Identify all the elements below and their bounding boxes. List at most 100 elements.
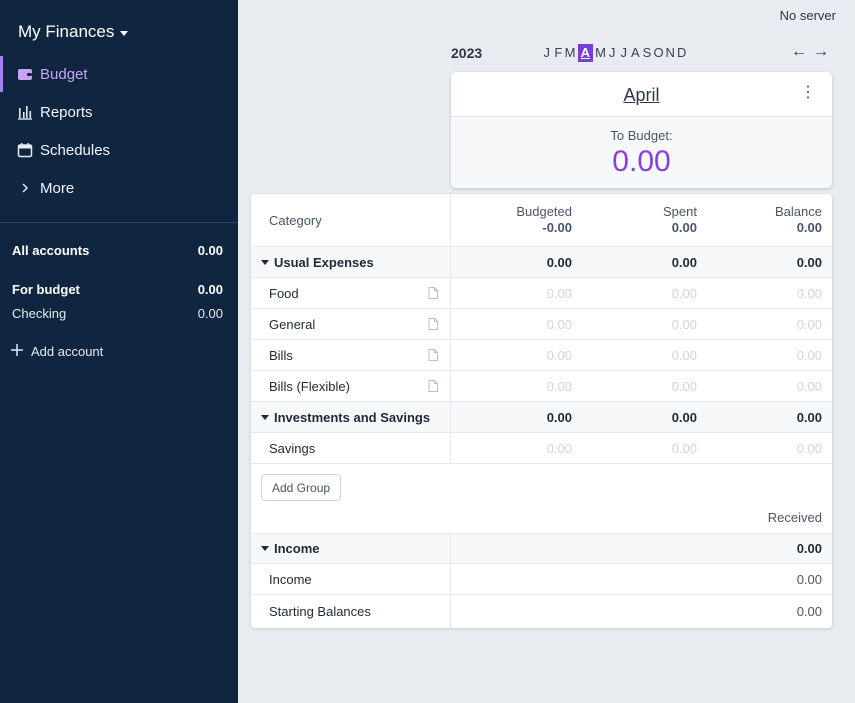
category-name-cell[interactable]: Income (251, 564, 451, 594)
sidebar-item-label: Budget (40, 65, 88, 83)
add-group-button[interactable]: Add Group (261, 474, 342, 501)
group-row-investments-and-savings[interactable]: Investments and Savings 0.00 0.00 0.00 (251, 402, 832, 433)
note-icon[interactable] (428, 287, 438, 299)
category-name: Income (269, 571, 312, 587)
category-name-cell[interactable]: Bills (Flexible) (251, 371, 451, 401)
for-budget-label: For budget (12, 282, 80, 297)
wallet-icon (17, 66, 33, 82)
group-spent: 0.00 (671, 409, 697, 425)
category-name: Savings (269, 440, 316, 456)
category-name-cell[interactable]: Starting Balances (251, 595, 451, 628)
sidebar-item-reports[interactable]: Reports (0, 93, 238, 131)
for-budget-balance: 0.00 (197, 282, 223, 297)
sidebar-nav: Budget Reports Schedules More (0, 55, 238, 207)
sidebar-item-schedules[interactable]: Schedules (0, 131, 238, 169)
category-name: Food (269, 285, 299, 301)
account-checking[interactable]: Checking 0.00 (12, 306, 223, 321)
month-aug[interactable]: A (631, 45, 640, 60)
budgeted-header: Budgeted -0.00 (452, 194, 572, 246)
group-row-income[interactable]: Income 0.00 (251, 533, 832, 564)
group-name-cell[interactable]: Investments and Savings (251, 402, 451, 432)
month-mar[interactable]: M (564, 45, 576, 60)
month-may[interactable]: M (595, 45, 606, 60)
spent-amount[interactable]: 0.00 (671, 285, 697, 301)
sidebar-item-more[interactable]: More (0, 169, 238, 207)
all-accounts-row[interactable]: All accounts 0.00 (12, 243, 223, 258)
balance-amount[interactable]: 0.00 (796, 316, 822, 332)
sidebar-item-label: Schedules (40, 141, 111, 159)
category-name-cell[interactable]: Bills (251, 340, 451, 370)
month-nov[interactable]: N (665, 45, 675, 60)
to-budget-amount[interactable]: 0.00 (612, 145, 671, 178)
group-name-cell[interactable]: Usual Expenses (251, 247, 451, 277)
spent-amount[interactable]: 0.00 (671, 316, 697, 332)
received-header: Received (767, 510, 822, 525)
chevron-right-icon (17, 180, 33, 196)
month-summary-card: April ⋮ To Budget: 0.00 (451, 72, 832, 188)
balance-amount[interactable]: 0.00 (796, 347, 822, 363)
category-name-cell[interactable]: General (251, 309, 451, 339)
category-row-starting-balances: Starting Balances 0.00 (251, 595, 832, 628)
month-oct[interactable]: O (653, 45, 664, 60)
category-name-cell[interactable]: Food (251, 278, 451, 308)
group-budgeted: 0.00 (546, 409, 572, 425)
spent-amount[interactable]: 0.00 (671, 347, 697, 363)
sidebar-item-label: Reports (40, 103, 93, 121)
balance-amount[interactable]: 0.00 (796, 440, 822, 456)
month-jul[interactable]: J (620, 45, 628, 60)
sidebar-item-budget[interactable]: Budget (0, 55, 238, 93)
group-spent: 0.00 (671, 254, 697, 270)
add-account-button[interactable]: Add account (11, 344, 103, 359)
calendar-icon (17, 142, 33, 158)
group-row-usual-expenses[interactable]: Usual Expenses 0.00 0.00 0.00 (251, 247, 832, 278)
note-icon[interactable] (428, 349, 438, 361)
note-icon[interactable] (428, 318, 438, 330)
next-month-arrow-icon[interactable]: → (813, 43, 829, 60)
month-dec[interactable]: D (677, 45, 687, 60)
balance-amount[interactable]: 0.00 (796, 285, 822, 301)
budgeted-input[interactable]: 0.00 (546, 316, 572, 332)
category-name-cell[interactable]: Savings (251, 433, 451, 463)
spent-amount[interactable]: 0.00 (671, 378, 697, 394)
spent-amount[interactable]: 0.00 (671, 440, 697, 456)
more-vertical-icon[interactable]: ⋮ (800, 84, 816, 101)
category-row-food: Food 0.00 0.00 0.00 (251, 278, 832, 309)
month-apr-selected[interactable]: A (577, 44, 593, 62)
for-budget-row[interactable]: For budget 0.00 (12, 282, 223, 297)
month-jan[interactable]: J (543, 45, 551, 60)
collapse-triangle-icon[interactable] (261, 414, 269, 420)
year-label: 2023 (451, 45, 483, 61)
add-account-label: Add account (31, 344, 104, 359)
all-accounts-label: All accounts (12, 243, 90, 258)
note-icon[interactable] (428, 380, 438, 392)
budgeted-input[interactable]: 0.00 (546, 285, 572, 301)
month-feb[interactable]: F (554, 45, 563, 60)
to-budget-section: To Budget: 0.00 (451, 116, 832, 188)
received-amount[interactable]: 0.00 (796, 571, 822, 587)
sidebar-divider (0, 222, 238, 223)
budgeted-input[interactable]: 0.00 (546, 378, 572, 394)
group-name-cell[interactable]: Income (251, 534, 451, 563)
collapse-triangle-icon[interactable] (261, 546, 269, 551)
account-balance: 0.00 (197, 306, 223, 321)
budgeted-input[interactable]: 0.00 (546, 440, 572, 456)
received-amount[interactable]: 0.00 (796, 604, 822, 619)
to-budget-label: To Budget: (610, 128, 673, 143)
category-row-bills: Bills 0.00 0.00 0.00 (251, 340, 832, 371)
budgeted-input[interactable]: 0.00 (546, 347, 572, 363)
category-name: General (269, 316, 316, 332)
category-row-income: Income 0.00 (251, 564, 832, 595)
budgeted-header-total: -0.00 (542, 220, 572, 235)
group-budgeted: 0.00 (546, 254, 572, 270)
category-name: Starting Balances (269, 604, 371, 619)
month-sep[interactable]: S (642, 45, 652, 60)
budget-name: My Finances (18, 22, 115, 41)
server-status[interactable]: No server (779, 8, 836, 23)
month-title[interactable]: April (623, 85, 660, 105)
prev-month-arrow-icon[interactable]: ← (791, 43, 807, 60)
collapse-triangle-icon[interactable] (261, 259, 269, 265)
balance-amount[interactable]: 0.00 (796, 378, 822, 394)
sidebar: My Finances Budget Reports Schedules (0, 0, 238, 703)
month-jun[interactable]: J (608, 45, 616, 60)
budget-name-menu[interactable]: My Finances (18, 22, 129, 42)
